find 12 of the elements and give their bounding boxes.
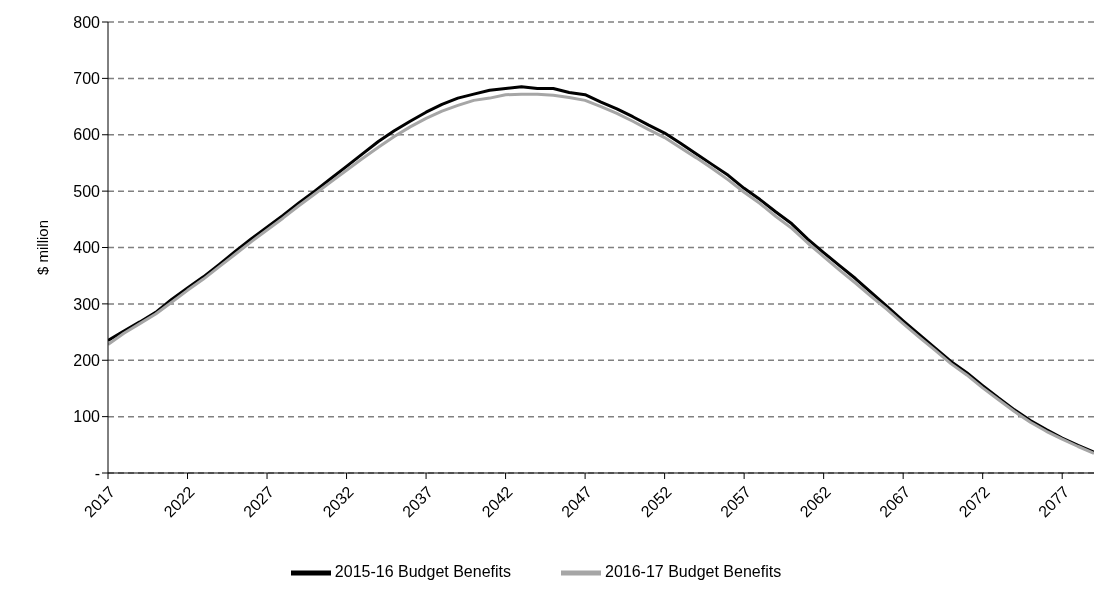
y-tick-label: 300 [73,295,101,313]
legend-label: 2015-16 Budget Benefits [334,563,511,581]
y-tick-label: 400 [73,239,101,257]
y-axis-title: $ million [34,219,52,276]
y-tick-label: - [94,464,100,482]
y-tick-label: 500 [73,182,101,200]
y-tick-label: 700 [73,70,101,88]
y-tick-label: 100 [73,408,101,426]
y-tick-label: 200 [73,351,101,369]
y-tick-label: 800 [73,13,101,31]
legend-label: 2016-17 Budget Benefits [605,563,782,581]
y-tick-label: 600 [73,126,101,144]
